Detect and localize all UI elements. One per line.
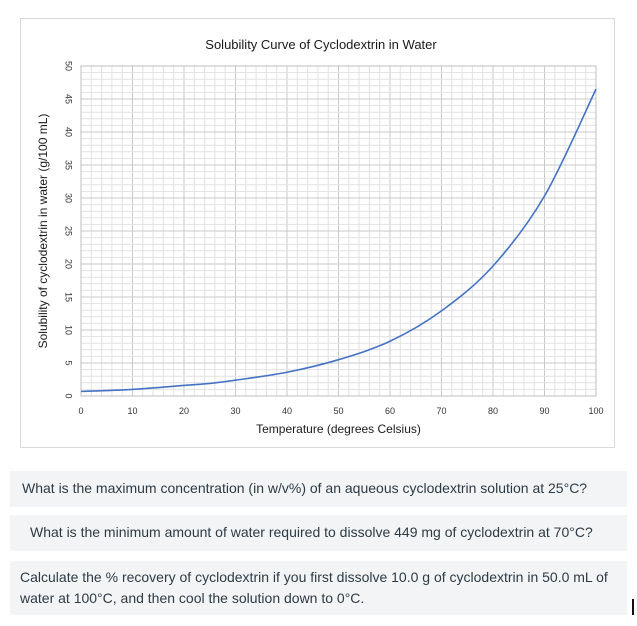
y-tick-label: 0 [64,393,74,398]
x-tick-label: 90 [539,406,549,416]
x-axis-label: Temperature (degrees Celsius) [256,422,421,436]
x-tick-label: 20 [179,406,189,416]
y-tick-label: 45 [64,94,74,104]
x-tick-label: 30 [230,406,240,416]
text-cursor [632,599,634,615]
y-tick-label: 40 [64,127,74,137]
solubility-chart: Solubility Curve of Cyclodextrin in Wate… [36,37,604,436]
y-tick-label: 15 [64,292,74,302]
grid-lines [80,65,597,397]
x-tick-label: 60 [385,406,395,416]
series-line-0 [80,88,597,393]
y-tick-label: 25 [64,226,74,236]
x-tick-label: 40 [282,406,292,416]
y-tick-label: 5 [64,360,74,365]
y-axis-label: Solubility of cyclodextrin in water (g/1… [36,114,50,349]
question-3: Calculate the % recovery of cyclodextrin… [10,561,627,615]
chart-frame: Solubility Curve of Cyclodextrin in Wate… [20,18,615,448]
plot-border [80,65,597,397]
question-1: What is the maximum concentration (in w/… [10,471,627,507]
y-tick-label: 50 [64,61,74,71]
y-tick-label: 20 [64,259,74,269]
y-tick-label: 30 [64,193,74,203]
chart-title: Solubility Curve of Cyclodextrin in Wate… [205,37,437,52]
x-tick-label: 50 [333,406,343,416]
x-tick-label: 10 [127,406,137,416]
x-tick-label: 100 [588,406,603,416]
x-tick-label: 0 [78,406,83,416]
x-tick-label: 70 [436,406,446,416]
question-2: What is the minimum amount of water requ… [10,515,627,551]
y-tick-label: 35 [64,160,74,170]
x-tick-label: 80 [488,406,498,416]
y-tick-label: 10 [64,325,74,335]
